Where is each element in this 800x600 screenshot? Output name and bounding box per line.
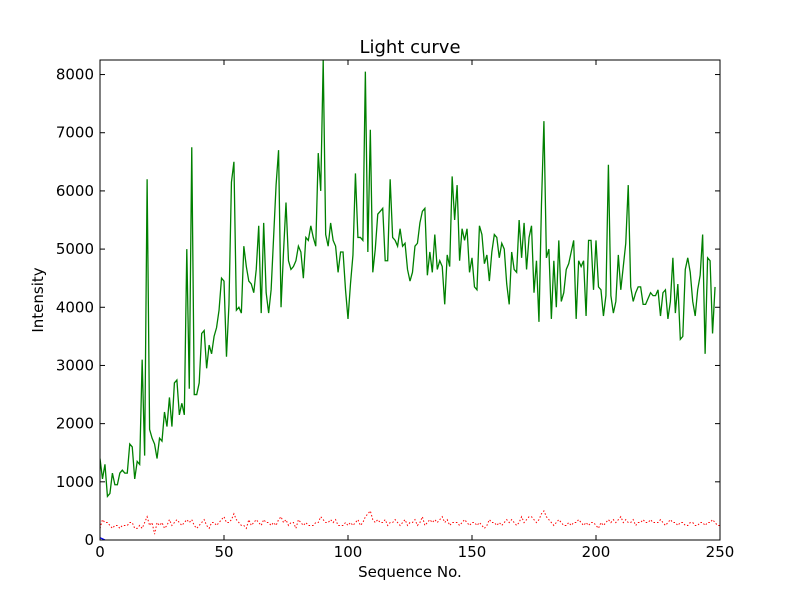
x-axis-label: Sequence No. xyxy=(358,563,462,581)
x-tick-label: 200 xyxy=(582,543,611,561)
x-tick-label: 50 xyxy=(214,543,233,561)
x-tick-label: 0 xyxy=(95,543,105,561)
y-axis-label: Intensity xyxy=(29,267,47,332)
x-tick-label: 250 xyxy=(706,543,735,561)
x-tick-label: 150 xyxy=(458,543,487,561)
y-tick-label: 6000 xyxy=(56,182,94,200)
series-line-0 xyxy=(100,60,716,498)
x-tick-label: 100 xyxy=(334,543,363,561)
y-tick-label: 4000 xyxy=(56,298,94,316)
y-tick-label: 1000 xyxy=(56,473,94,491)
y-tick-label: 2000 xyxy=(56,415,94,433)
y-tick-label: 3000 xyxy=(56,356,94,374)
x-axis: 0 50 100 150 200 250 xyxy=(95,60,734,561)
y-tick-label: 0 xyxy=(84,531,94,549)
y-axis: 0 1000 2000 3000 4000 5000 6000 7000 8000 xyxy=(56,66,720,549)
y-tick-label: 5000 xyxy=(56,240,94,258)
chart-title: Light curve xyxy=(359,37,460,58)
y-tick-label: 8000 xyxy=(56,66,94,84)
series-line-1 xyxy=(100,509,720,535)
plot-frame xyxy=(99,59,721,541)
y-tick-label: 7000 xyxy=(56,124,94,142)
series-layer xyxy=(100,60,720,540)
plot-area xyxy=(100,60,720,540)
